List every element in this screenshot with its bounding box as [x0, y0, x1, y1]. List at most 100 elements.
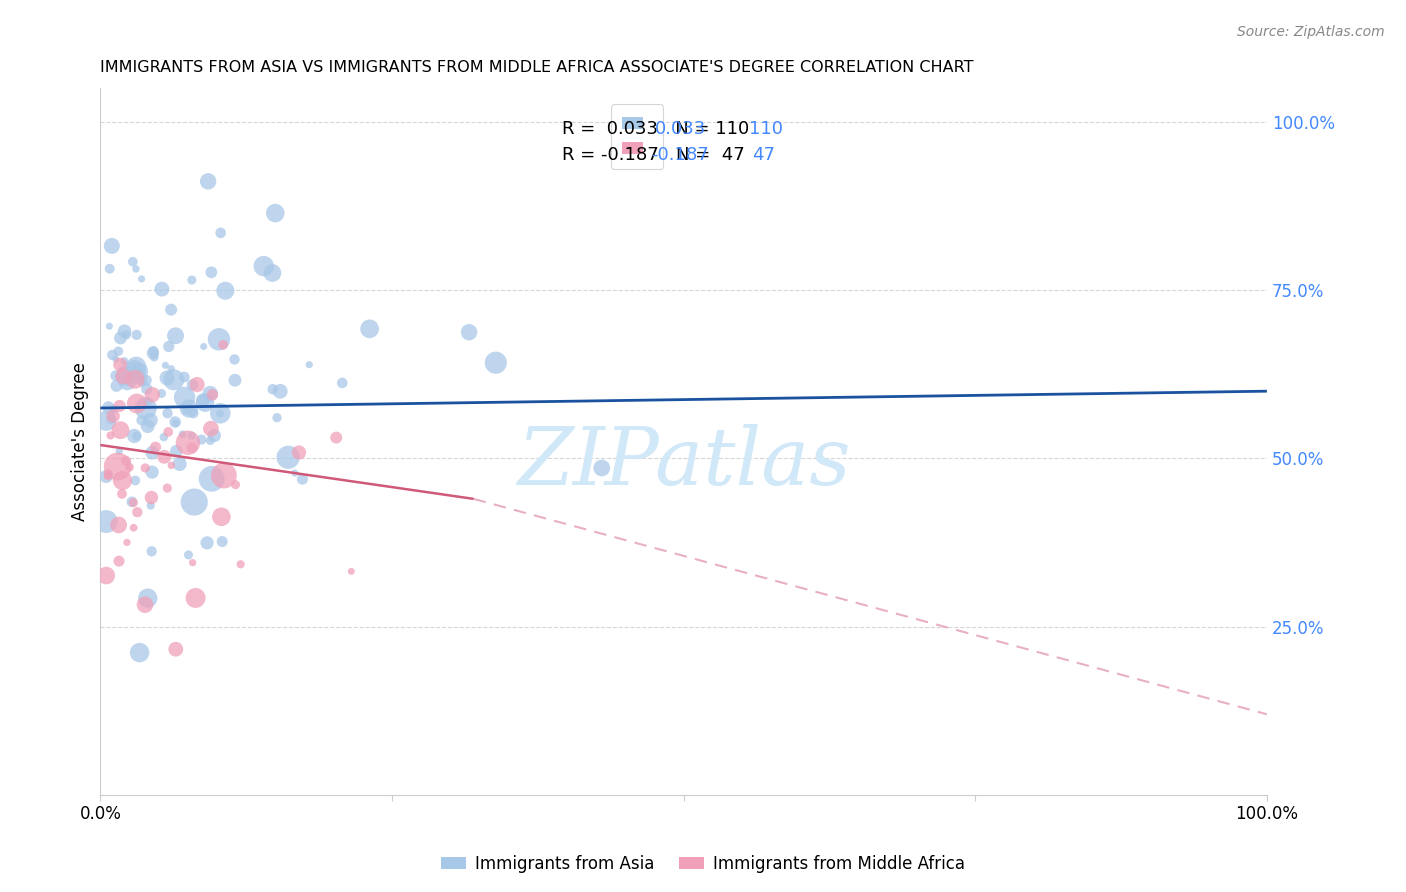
Point [212, 468, 235, 483]
Text: -0.187: -0.187 [651, 146, 709, 164]
Point [125, 262, 148, 277]
Point [262, 382, 284, 396]
Point [141, 544, 163, 558]
Point [124, 372, 146, 386]
Point [107, 344, 129, 359]
Point [211, 534, 233, 549]
Point [150, 386, 173, 401]
Point [153, 430, 176, 444]
Text: 47: 47 [752, 146, 776, 164]
Point [131, 413, 153, 427]
Point [150, 282, 173, 296]
Point [224, 373, 246, 387]
Point [160, 362, 183, 376]
Point [96, 414, 118, 428]
Point [253, 259, 276, 273]
Point [105, 379, 128, 393]
Point [165, 415, 187, 429]
Point [262, 266, 284, 280]
Point [173, 391, 195, 405]
Point [169, 457, 191, 471]
Point [156, 406, 179, 420]
Point [208, 332, 231, 346]
Point [277, 450, 299, 465]
Point [114, 324, 136, 338]
Point [176, 403, 198, 417]
Point [359, 322, 381, 336]
Point [108, 399, 131, 413]
Point [202, 428, 225, 442]
Point [198, 386, 221, 401]
Text: Source: ZipAtlas.com: Source: ZipAtlas.com [1237, 25, 1385, 39]
Point [136, 394, 159, 409]
Point [266, 410, 288, 425]
Point [173, 370, 195, 384]
Point [101, 409, 124, 424]
Point [136, 419, 159, 434]
Point [181, 556, 204, 570]
Point [183, 406, 205, 420]
Point [141, 491, 163, 505]
Point [143, 350, 166, 364]
Point [181, 441, 204, 455]
Point [298, 358, 321, 372]
Point [209, 406, 232, 420]
Point [180, 273, 202, 287]
Point [111, 487, 134, 501]
Point [194, 396, 217, 410]
Text: 0.033: 0.033 [654, 120, 706, 138]
Point [229, 558, 252, 572]
Point [209, 226, 232, 240]
Point [165, 416, 187, 430]
Point [127, 505, 149, 519]
Point [156, 481, 179, 495]
Point [104, 368, 127, 383]
Point [485, 356, 508, 370]
Point [128, 370, 150, 384]
Point [201, 472, 224, 486]
Y-axis label: Associate's Degree: Associate's Degree [72, 362, 89, 521]
Point [186, 377, 208, 392]
Point [98, 319, 121, 334]
Point [195, 536, 218, 550]
Point [117, 374, 139, 388]
Point [177, 435, 200, 450]
Point [191, 393, 214, 408]
Point [135, 382, 157, 396]
Point [101, 239, 124, 253]
Point [156, 371, 179, 385]
Point [125, 396, 148, 410]
Point [155, 359, 177, 373]
Text: ZIPatlas: ZIPatlas [517, 424, 851, 501]
Point [122, 495, 145, 509]
Point [97, 469, 120, 483]
Point [96, 568, 118, 582]
Point [163, 373, 186, 387]
Point [165, 444, 187, 458]
Point [160, 458, 183, 473]
Point [458, 325, 481, 339]
Point [224, 352, 246, 367]
Point [291, 472, 314, 486]
Point [108, 444, 131, 458]
Point [112, 369, 135, 384]
Point [108, 358, 131, 372]
Point [97, 467, 120, 481]
Point [177, 548, 200, 562]
Point [269, 384, 291, 399]
Point [160, 302, 183, 317]
Text: IMMIGRANTS FROM ASIA VS IMMIGRANTS FROM MIDDLE AFRICA ASSOCIATE'S DEGREE CORRELA: IMMIGRANTS FROM ASIA VS IMMIGRANTS FROM … [100, 60, 974, 75]
Text: R = -0.187   N =  47: R = -0.187 N = 47 [562, 146, 745, 164]
Point [100, 412, 122, 426]
Point [200, 265, 222, 279]
Point [128, 364, 150, 378]
Point [125, 429, 148, 443]
Point [330, 376, 353, 390]
Point [96, 469, 118, 483]
Point [284, 466, 307, 480]
Point [165, 328, 187, 343]
Point [100, 428, 122, 442]
Point [153, 450, 176, 464]
Point [165, 642, 187, 657]
Point [200, 434, 222, 448]
